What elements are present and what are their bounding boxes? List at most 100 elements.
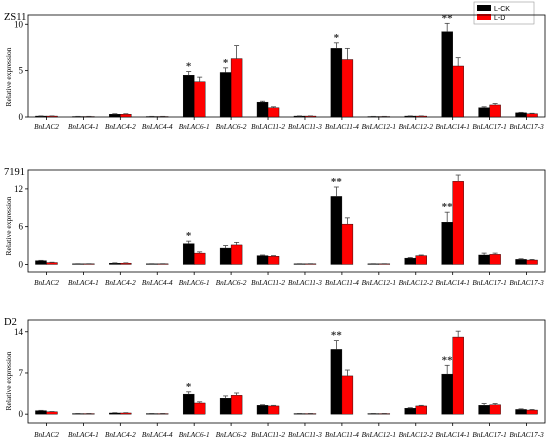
bar-l-ck-bnlac11-4 bbox=[330, 196, 343, 265]
x-tick-label: BnLAC11-2 bbox=[251, 431, 285, 439]
x-tick-label: BnLAC2 bbox=[34, 431, 59, 439]
x-tick-label: BnLAC17-3 bbox=[509, 431, 544, 439]
bar-l-d-bnlac14-1 bbox=[452, 336, 464, 415]
significance-marker: * bbox=[223, 57, 229, 69]
bar-l-ck-bnlac6-1 bbox=[182, 243, 195, 265]
y-axis-label-zs11: Relative expression bbox=[4, 47, 13, 106]
y-tick-label: 14 bbox=[14, 327, 24, 337]
bar-l-ck-bnlac2 bbox=[35, 260, 47, 265]
legend: L-CK L-D bbox=[473, 1, 535, 25]
significance-marker: * bbox=[186, 61, 192, 73]
x-tick-label: BnLAC11-4 bbox=[325, 279, 359, 287]
legend-swatch-l-ck bbox=[477, 5, 491, 11]
bar-l-ck-bnlac11-4 bbox=[330, 349, 343, 415]
significance-marker: * bbox=[186, 230, 192, 242]
bar-l-d-bnlac17-3 bbox=[526, 409, 538, 415]
bar-l-ck-bnlac17-3 bbox=[515, 259, 527, 265]
y-axis-label-d2: Relative expression bbox=[4, 351, 13, 410]
bar-l-ck-bnlac11-2 bbox=[256, 405, 269, 415]
x-tick-label: BnLAC14-1 bbox=[436, 431, 470, 439]
bar-l-ck-bnlac6-1 bbox=[182, 75, 195, 118]
x-tick-label: BnLAC6-2 bbox=[216, 123, 247, 131]
bar-l-d-bnlac6-1 bbox=[193, 402, 206, 415]
bar-l-ck-bnlac6-1 bbox=[182, 393, 195, 415]
x-tick-label: BnLAC14-1 bbox=[436, 279, 470, 287]
x-tick-label: BnLAC6-1 bbox=[179, 123, 210, 131]
bar-l-d-bnlac4-2 bbox=[120, 262, 132, 265]
plot-frame bbox=[27, 169, 546, 273]
bar-l-ck-bnlac17-1 bbox=[478, 405, 490, 415]
y-tick-label: 12 bbox=[14, 184, 23, 194]
significance-marker: ** bbox=[442, 201, 454, 213]
bar-l-ck-bnlac4-2 bbox=[109, 262, 121, 265]
panel-title-d2: D2 bbox=[4, 317, 17, 328]
bar-l-d-bnlac11-2 bbox=[267, 107, 280, 118]
x-tick-label: BnLAC12-2 bbox=[399, 279, 434, 287]
bar-l-d-bnlac2 bbox=[46, 411, 58, 415]
bar-l-d-bnlac17-1 bbox=[489, 104, 501, 118]
significance-marker: * bbox=[186, 381, 192, 393]
x-tick-label: BnLAC14-1 bbox=[436, 123, 470, 131]
y-tick-label: 5 bbox=[19, 66, 24, 76]
bar-l-d-bnlac17-3 bbox=[526, 259, 538, 265]
y-tick-label: 6 bbox=[19, 222, 24, 232]
bar-l-d-bnlac6-2 bbox=[230, 244, 243, 265]
panel-title-7191: 7191 bbox=[4, 167, 25, 178]
x-tick-label: BnLAC6-1 bbox=[179, 279, 210, 287]
bar-l-ck-bnlac14-1 bbox=[441, 373, 453, 415]
x-tick-label: BnLAC4-1 bbox=[68, 123, 99, 131]
bar-l-d-bnlac2 bbox=[46, 262, 58, 265]
x-tick-label: BnLAC11-2 bbox=[251, 123, 285, 131]
plot-frame bbox=[27, 14, 546, 118]
x-tick-label: BnLAC4-1 bbox=[68, 279, 99, 287]
panel-7191: 7191 Relative expression 0 6 12 BnLAC2 BnLAC… bbox=[4, 167, 546, 287]
x-tick-label: BnLAC11-4 bbox=[325, 123, 359, 131]
plot-frame bbox=[27, 319, 546, 424]
bar-l-ck-bnlac12-2 bbox=[404, 257, 416, 265]
bar-l-ck-bnlac11-4 bbox=[330, 48, 343, 118]
x-tick-label: BnLAC4-2 bbox=[105, 431, 136, 439]
panel-zs11: ZS11 Relative expression 0 5 10 BnLAC2 BnLAC… bbox=[4, 12, 546, 131]
x-tick-label: BnLAC11-3 bbox=[288, 431, 322, 439]
bar-l-d-bnlac11-2 bbox=[267, 405, 280, 415]
bar-l-d-bnlac14-1 bbox=[452, 181, 464, 265]
x-tick-label: BnLAC4-4 bbox=[142, 279, 173, 287]
bar-l-ck-bnlac4-2 bbox=[109, 412, 121, 415]
x-tick-label: BnLAC17-1 bbox=[472, 123, 506, 131]
bar-l-ck-bnlac17-1 bbox=[478, 254, 490, 265]
legend-label-l-d: L-D bbox=[494, 15, 505, 22]
bar-l-d-bnlac6-1 bbox=[193, 252, 206, 265]
bar-l-ck-bnlac17-1 bbox=[478, 107, 490, 118]
bar-l-ck-bnlac4-2 bbox=[109, 114, 121, 118]
x-tick-label: BnLAC6-2 bbox=[216, 279, 247, 287]
bar-l-ck-bnlac17-3 bbox=[515, 409, 527, 415]
bar-l-d-bnlac6-2 bbox=[230, 395, 243, 415]
bar-l-ck-bnlac12-2 bbox=[404, 408, 416, 415]
x-tick-label: BnLAC17-3 bbox=[509, 279, 544, 287]
x-tick-label: BnLAC12-2 bbox=[399, 123, 434, 131]
significance-marker: ** bbox=[331, 330, 343, 342]
bar-l-ck-bnlac6-2 bbox=[219, 398, 232, 415]
panel-d2: D2 Relative expression 0 7 14 BnLAC2 BnLAC4-… bbox=[4, 317, 546, 439]
bar-l-d-bnlac11-2 bbox=[267, 256, 280, 265]
bar-l-d-bnlac14-1 bbox=[452, 65, 464, 118]
significance-marker: * bbox=[334, 32, 340, 44]
bar-l-d-bnlac12-2 bbox=[415, 255, 427, 265]
x-tick-label: BnLAC11-3 bbox=[288, 279, 322, 287]
y-tick-label: 0 bbox=[19, 409, 24, 419]
x-tick-label: BnLAC11-3 bbox=[288, 123, 322, 131]
x-tick-label: BnLAC17-1 bbox=[472, 279, 506, 287]
x-tick-label: BnLAC4-1 bbox=[68, 431, 99, 439]
x-tick-label: BnLAC4-4 bbox=[142, 431, 173, 439]
y-tick-label: 0 bbox=[19, 259, 24, 269]
x-tick-label: BnLAC6-1 bbox=[179, 431, 210, 439]
x-tick-label: BnLAC12-1 bbox=[362, 123, 396, 131]
x-tick-label: BnLAC12-1 bbox=[362, 279, 396, 287]
bar-l-ck-bnlac2 bbox=[35, 410, 47, 415]
x-tick-label: BnLAC2 bbox=[34, 123, 59, 131]
x-tick-label: BnLAC12-1 bbox=[362, 431, 396, 439]
bar-l-d-bnlac6-1 bbox=[193, 81, 206, 118]
significance-marker: ** bbox=[331, 176, 343, 188]
bar-l-ck-bnlac11-2 bbox=[256, 255, 269, 265]
x-tick-label: BnLAC4-2 bbox=[105, 279, 136, 287]
